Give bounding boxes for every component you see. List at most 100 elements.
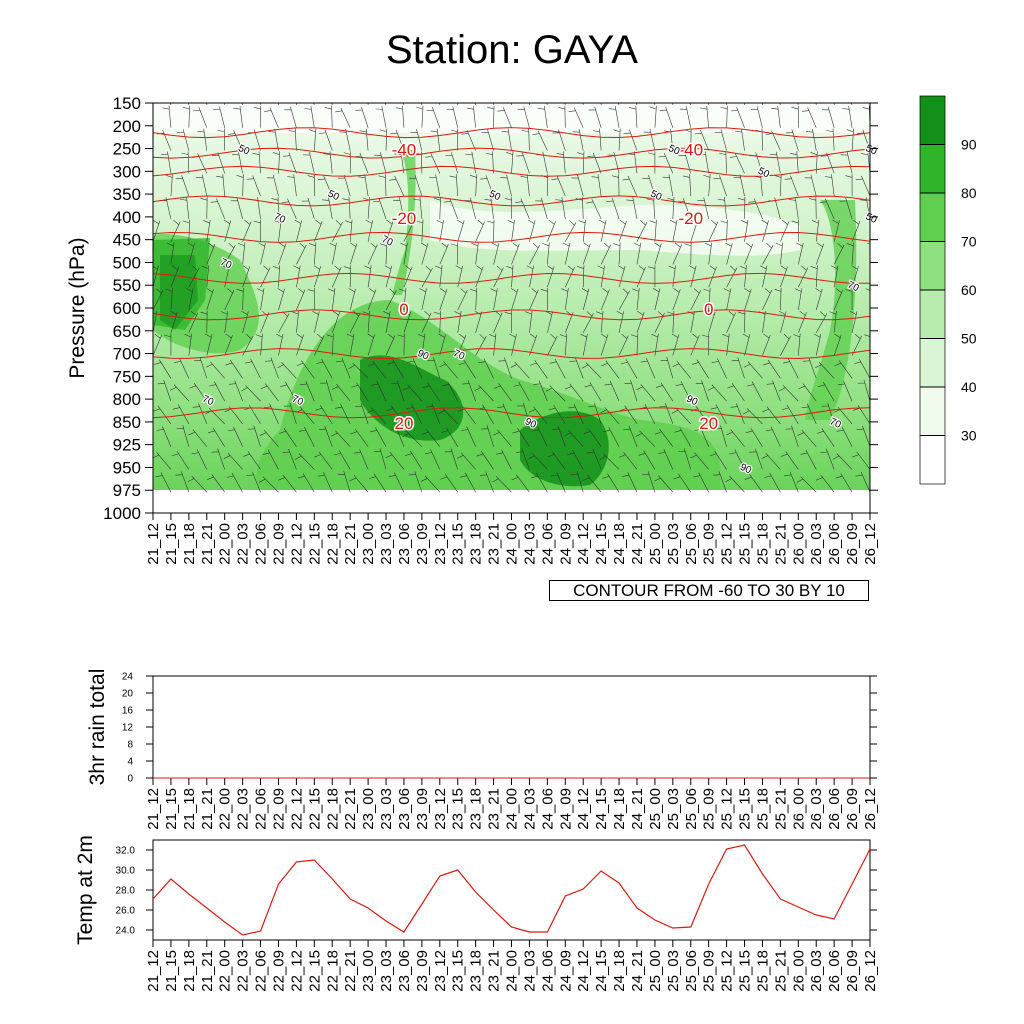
wind-barb-flag — [550, 333, 557, 340]
wind-barb — [511, 243, 520, 265]
wind-barb — [267, 449, 279, 470]
wind-barb — [421, 267, 433, 288]
wind-barb — [528, 128, 530, 151]
wind-barb — [582, 313, 594, 333]
wind-barb — [696, 359, 709, 379]
wind-barb-flag — [217, 129, 225, 133]
wind-barb-flag — [278, 242, 286, 248]
wind-barb-flag — [845, 175, 853, 178]
wind-barb — [837, 406, 853, 425]
wind-barb — [869, 103, 870, 106]
wind-barb — [278, 288, 285, 311]
wind-barb — [170, 221, 181, 242]
wind-barb-flag — [667, 311, 674, 315]
wind-barb — [636, 288, 640, 311]
wind-barb-flag — [402, 433, 409, 438]
wind-barb-flag — [225, 362, 233, 366]
wind-barb — [367, 220, 373, 242]
wind-barb-flag — [343, 266, 351, 269]
wind-barb — [496, 476, 512, 493]
wind-barb-flag — [424, 452, 432, 454]
wind-barb — [594, 402, 602, 424]
wind-barb — [277, 103, 279, 106]
wind-barb-flag — [156, 429, 164, 431]
wind-barb — [565, 222, 577, 242]
wind-barb — [798, 333, 801, 356]
wind-barb-flag — [556, 153, 564, 155]
wind-barb — [206, 288, 214, 311]
wind-barb-flag — [345, 220, 352, 224]
wind-barb — [815, 219, 820, 242]
wind-barb-flag — [335, 406, 343, 409]
wind-barb-flag — [674, 242, 681, 248]
wind-barb — [708, 242, 713, 265]
x-tick-label: 22_09 — [270, 788, 287, 830]
y-tick-label: 1000 — [103, 504, 141, 523]
x-tick-label: 25_00 — [647, 523, 664, 565]
colorbar-label: 70 — [961, 234, 977, 250]
wind-barb-flag — [255, 334, 263, 338]
x-tick-label: 22_18 — [324, 950, 341, 992]
wind-barb-flag — [274, 220, 281, 224]
wind-barb-flag — [513, 384, 521, 387]
wind-barb — [281, 362, 297, 379]
wind-barb-flag — [708, 310, 715, 316]
wind-barb-flag — [154, 333, 161, 339]
wind-barb — [668, 174, 674, 197]
wind-barb — [592, 448, 602, 470]
colorbar-label: 90 — [961, 137, 977, 153]
wind-barb — [414, 471, 423, 493]
wind-barb — [467, 380, 476, 402]
wind-barb — [554, 358, 566, 379]
wind-barb-flag — [761, 455, 768, 459]
wind-barb-flag — [591, 176, 599, 178]
wind-barb-flag — [797, 432, 805, 436]
wind-barb — [672, 196, 675, 219]
wind-barb-flag — [525, 311, 532, 315]
wind-barb — [822, 381, 835, 402]
wind-barb-flag — [780, 453, 788, 457]
x-tick-label: 22_18 — [324, 788, 341, 830]
wind-barb-flag — [265, 360, 273, 362]
wind-barb — [298, 453, 315, 470]
wind-barb — [242, 174, 244, 197]
wind-barb — [258, 151, 261, 174]
wind-barb — [247, 451, 261, 470]
wind-barb-flag — [673, 476, 681, 480]
x-tick-label: 24_21 — [629, 950, 646, 992]
wind-barb-flag — [813, 333, 821, 338]
wind-barb-flag — [206, 288, 213, 293]
x-tick-label: 25_12 — [719, 950, 736, 992]
wind-barb — [701, 380, 709, 402]
wind-barb-flag — [569, 360, 577, 362]
wind-barb — [278, 333, 284, 356]
wind-barb — [549, 385, 566, 402]
wind-barb — [511, 103, 512, 106]
wind-barb — [278, 219, 282, 242]
x-tick-label: 21_15 — [163, 523, 180, 565]
wind-barb-flag — [689, 265, 696, 270]
wind-barb — [181, 471, 190, 493]
wind-barb — [353, 475, 369, 493]
wind-barb — [538, 380, 548, 402]
wind-barb-flag — [153, 245, 154, 247]
wind-barb-flag — [853, 407, 860, 411]
wind-barb-flag — [816, 477, 823, 481]
wind-barb — [654, 243, 662, 265]
wind-barb — [780, 288, 782, 311]
wind-barb — [564, 312, 574, 333]
wind-barb-flag — [820, 155, 828, 157]
wind-barb-flag — [569, 220, 575, 226]
wind-barb-flag — [619, 219, 626, 225]
wind-barb — [403, 311, 412, 333]
wind-barb — [526, 174, 530, 197]
wind-barb — [336, 383, 351, 402]
wind-barb — [498, 383, 512, 402]
wind-barb — [360, 402, 369, 424]
x-tick-label: 22_00 — [217, 523, 234, 565]
wind-barb — [689, 103, 692, 106]
wind-barb-flag — [510, 364, 518, 368]
wind-barb — [252, 175, 261, 197]
wind-barb-flag — [420, 242, 428, 247]
